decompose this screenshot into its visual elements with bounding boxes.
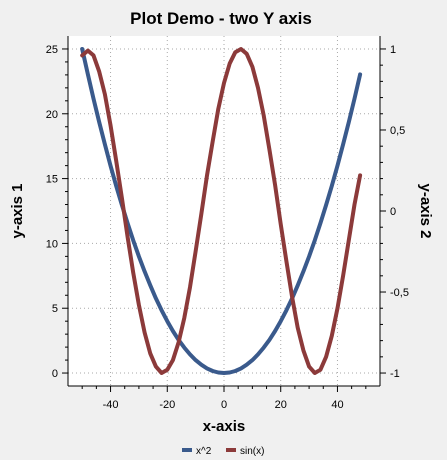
y-tick-label: 5 — [52, 303, 58, 315]
series-layer — [80, 47, 363, 375]
y2-tick-label: -1 — [390, 368, 400, 380]
x-tick-label: -40 — [103, 399, 119, 411]
chart-title: Plot Demo - two Y axis — [130, 9, 312, 28]
legend-label: sin(x) — [240, 446, 264, 457]
y2-tick-label: 0 — [390, 206, 396, 218]
x-tick-label: 20 — [275, 399, 287, 411]
x-tick-label: 0 — [221, 399, 227, 411]
legend: x^2 sin(x) — [182, 446, 264, 457]
legend-entry-x2: x^2 — [182, 446, 212, 457]
x-axis-title: x-axis — [203, 418, 246, 435]
y-tick-label: 0 — [52, 368, 58, 380]
axes: -40 -20 0 20 40 0 5 10 15 20 25 -1 -0,5 0 0,5 1 — [46, 36, 409, 411]
plot-area — [68, 36, 380, 386]
y2-tick-label: 1 — [390, 44, 396, 56]
x-tick-label: -20 — [159, 399, 175, 411]
y2-tick-label: 0,5 — [390, 125, 405, 137]
y-tick-label: 15 — [46, 174, 58, 186]
x-tick-label: 40 — [331, 399, 343, 411]
y-tick-label: 25 — [46, 44, 58, 56]
y-tick-label: 10 — [46, 238, 58, 250]
y2-tick-label: -0,5 — [390, 287, 409, 299]
series-line-sinx — [80, 47, 363, 375]
y-tick-label: 20 — [46, 109, 58, 121]
series-line-x2 — [80, 47, 363, 375]
y2-axis-title: y-axis 2 — [417, 183, 434, 238]
legend-label: x^2 — [196, 446, 212, 457]
legend-entry-sinx: sin(x) — [226, 446, 264, 457]
y-axis-title: y-axis 1 — [9, 183, 26, 238]
